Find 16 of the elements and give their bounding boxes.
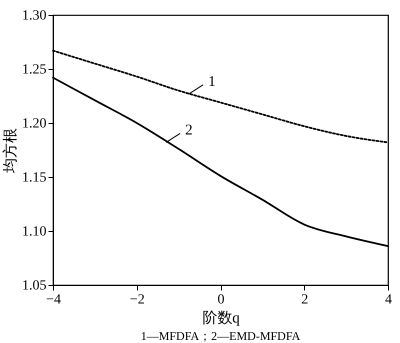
y-tick-label: 1.05 (22, 278, 46, 294)
x-tick-label: −2 (130, 292, 145, 308)
y-tick-label: 1.30 (22, 8, 46, 24)
annotation: 2 (185, 122, 193, 138)
x-axis-title: 阶数q (202, 310, 240, 326)
x-tick-label: 0 (218, 292, 224, 308)
y-tick-label: 1.10 (22, 224, 46, 240)
x-tick-label: 2 (301, 292, 308, 308)
annotation: 1 (208, 74, 216, 90)
x-tick-label: −4 (46, 292, 61, 308)
y-tick-label: 1.25 (22, 62, 46, 78)
y-axis-title: 均方根 (2, 128, 19, 174)
x-tick-label: 4 (385, 292, 392, 308)
y-tick-label: 1.15 (22, 170, 46, 186)
text: 1—MFDFA；2—EMD-MFDFA (140, 329, 301, 343)
y-tick-label: 1.20 (22, 116, 46, 132)
